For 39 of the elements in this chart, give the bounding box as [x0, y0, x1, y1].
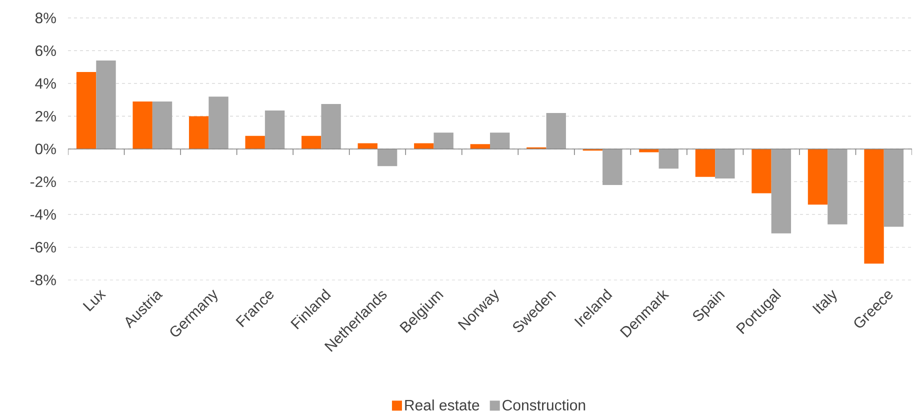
bar — [602, 148, 622, 186]
bar — [884, 148, 904, 227]
y-tick-label: -8% — [30, 274, 56, 286]
bar — [76, 72, 96, 149]
bar — [302, 136, 322, 149]
bar — [152, 101, 172, 149]
bar — [245, 136, 265, 149]
y-tick-label: 8% — [35, 12, 56, 24]
bar — [321, 104, 341, 149]
x-tick-label: Lux — [82, 290, 106, 312]
bar — [808, 148, 828, 205]
bar — [96, 60, 116, 149]
bar — [470, 144, 490, 149]
bar — [864, 148, 884, 264]
y-tick-label: -6% — [30, 242, 56, 253]
legend-label: Construction — [502, 399, 586, 410]
bar — [639, 148, 659, 152]
legend-label: Real estate — [405, 399, 480, 410]
x-tick-label: Italy — [812, 290, 837, 314]
bar — [715, 148, 735, 178]
y-tick-label: 6% — [36, 45, 56, 56]
y-tick-label: -2% — [30, 176, 56, 188]
bar — [695, 148, 716, 177]
bar — [208, 96, 228, 149]
bar — [188, 116, 209, 149]
bar — [658, 148, 678, 169]
bar — [752, 148, 772, 194]
bar — [434, 132, 454, 149]
y-tick-label: 2% — [36, 110, 56, 122]
bar — [490, 132, 510, 149]
bar — [132, 101, 152, 149]
bar — [771, 148, 792, 234]
y-tick-label: 0% — [35, 144, 56, 154]
y-tick-label: 4% — [35, 78, 56, 89]
bar — [546, 112, 566, 149]
bar — [264, 110, 285, 149]
bar — [828, 148, 848, 224]
y-tick-label: -4% — [30, 209, 56, 220]
bar — [377, 148, 398, 166]
